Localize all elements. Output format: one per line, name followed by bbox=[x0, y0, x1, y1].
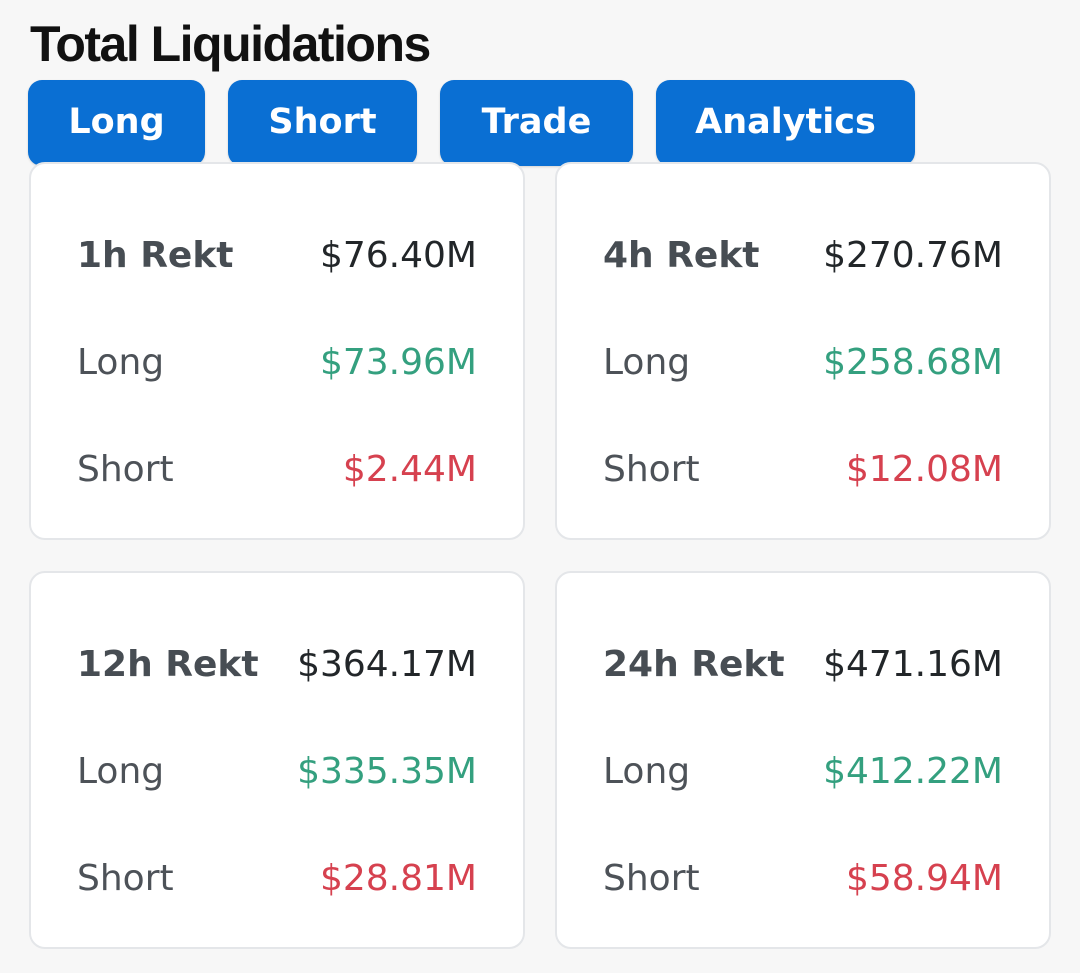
long-label: Long bbox=[77, 750, 165, 792]
long-value: $412.22M bbox=[823, 750, 1003, 792]
long-row: Long $412.22M bbox=[603, 746, 1003, 796]
long-label: Long bbox=[603, 750, 691, 792]
long-value: $73.96M bbox=[319, 341, 477, 383]
short-value: $28.81M bbox=[319, 857, 477, 899]
long-row: Long $335.35M bbox=[77, 746, 477, 796]
period-label: 1h Rekt bbox=[77, 234, 234, 276]
short-row: Short $58.94M bbox=[603, 853, 1003, 903]
period-label: 24h Rekt bbox=[603, 643, 785, 685]
period-label: 4h Rekt bbox=[603, 234, 760, 276]
short-label: Short bbox=[77, 448, 174, 490]
tab-trade[interactable]: Trade bbox=[440, 80, 633, 166]
total-row: 1h Rekt $76.40M bbox=[77, 230, 477, 280]
total-value: $471.16M bbox=[823, 643, 1003, 685]
stat-card-24h: 24h Rekt $471.16M Long $412.22M Short $5… bbox=[555, 571, 1051, 949]
long-value: $258.68M bbox=[823, 341, 1003, 383]
long-row: Long $73.96M bbox=[77, 337, 477, 387]
short-value: $2.44M bbox=[342, 448, 477, 490]
tab-long-label: Long bbox=[68, 102, 165, 142]
long-label: Long bbox=[603, 341, 691, 383]
page-title: Total Liquidations bbox=[30, 16, 431, 72]
total-value: $270.76M bbox=[823, 234, 1003, 276]
long-label: Long bbox=[77, 341, 165, 383]
short-row: Short $12.08M bbox=[603, 444, 1003, 494]
tab-analytics[interactable]: Analytics bbox=[656, 80, 915, 166]
long-row: Long $258.68M bbox=[603, 337, 1003, 387]
tab-long[interactable]: Long bbox=[28, 80, 205, 166]
short-label: Short bbox=[603, 448, 700, 490]
tab-short-label: Short bbox=[268, 102, 377, 142]
total-row: 12h Rekt $364.17M bbox=[77, 639, 477, 689]
short-row: Short $28.81M bbox=[77, 853, 477, 903]
stat-card-1h: 1h Rekt $76.40M Long $73.96M Short $2.44… bbox=[29, 162, 525, 540]
tab-analytics-label: Analytics bbox=[695, 102, 876, 142]
short-label: Short bbox=[77, 857, 174, 899]
tab-short[interactable]: Short bbox=[228, 80, 417, 166]
total-row: 24h Rekt $471.16M bbox=[603, 639, 1003, 689]
stat-card-12h: 12h Rekt $364.17M Long $335.35M Short $2… bbox=[29, 571, 525, 949]
short-row: Short $2.44M bbox=[77, 444, 477, 494]
tab-trade-label: Trade bbox=[481, 102, 592, 142]
short-value: $58.94M bbox=[845, 857, 1003, 899]
stat-card-4h: 4h Rekt $270.76M Long $258.68M Short $12… bbox=[555, 162, 1051, 540]
short-value: $12.08M bbox=[845, 448, 1003, 490]
period-label: 12h Rekt bbox=[77, 643, 259, 685]
total-value: $76.40M bbox=[319, 234, 477, 276]
long-value: $335.35M bbox=[297, 750, 477, 792]
short-label: Short bbox=[603, 857, 700, 899]
total-row: 4h Rekt $270.76M bbox=[603, 230, 1003, 280]
total-value: $364.17M bbox=[297, 643, 477, 685]
